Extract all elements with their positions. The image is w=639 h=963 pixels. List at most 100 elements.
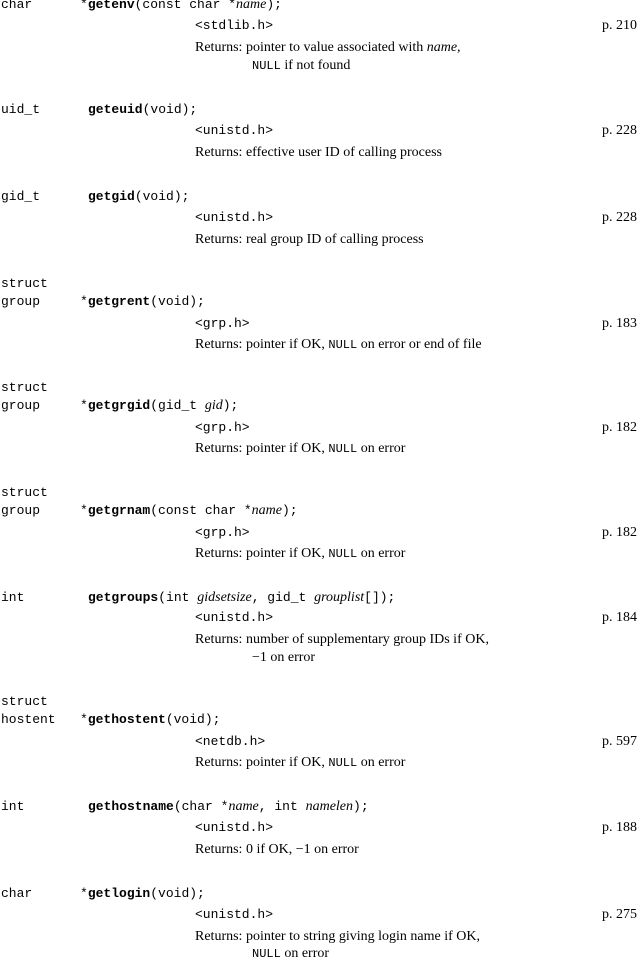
params-text: (const char * [134, 0, 237, 12]
return-text: Returns: pointer if OK, [195, 755, 329, 770]
return-type: uid_t [1, 102, 41, 117]
header-file: <unistd.h> [195, 123, 274, 138]
pointer-star: * [80, 503, 88, 518]
param-name: name [228, 799, 259, 814]
return-description: Returns: pointer to string giving login … [195, 929, 481, 944]
return-type: struct [1, 276, 48, 291]
page-reference: p. 210 [602, 18, 637, 33]
params-text: (const char * [150, 503, 252, 518]
prototype: getgroups(int gidsetsize, gid_t grouplis… [88, 589, 395, 607]
param-name: gidsetsize [197, 590, 252, 605]
params-text: ); [222, 398, 239, 413]
return-text: on error [357, 755, 406, 770]
pointer-star: * [80, 886, 88, 901]
return-type: group [1, 503, 41, 518]
prototype: *getgrent(void); [80, 293, 205, 311]
function-name: getgid [88, 189, 135, 204]
return-type: char [1, 0, 33, 12]
params-text: , int [258, 799, 306, 814]
return-description: Returns: pointer to value associated wit… [195, 39, 461, 57]
param-name: gid [204, 398, 223, 413]
param-name: name [236, 0, 267, 12]
params-text: (void); [142, 102, 198, 117]
return-text: Returns: pointer if OK, [195, 546, 329, 561]
function-name: getgroups [88, 590, 159, 605]
prototype: *getenv(const char *name); [80, 0, 282, 14]
page-reference: p. 228 [602, 210, 637, 225]
return-description: Returns: effective user ID of calling pr… [195, 145, 442, 160]
params-text: (char * [173, 799, 229, 814]
header-file: <unistd.h> [195, 907, 274, 922]
header-file: <grp.h> [195, 316, 250, 331]
return-type: char [1, 886, 33, 901]
return-text: on error or end of file [357, 337, 482, 352]
params-text: []); [364, 590, 396, 605]
return-type: struct [1, 694, 48, 709]
function-name: getlogin [87, 886, 151, 901]
page-reference: p. 228 [602, 123, 637, 138]
return-description: Returns: pointer if OK, NULL on error [195, 440, 405, 458]
params-text: (gid_t [150, 398, 205, 413]
header-file: <unistd.h> [195, 210, 274, 225]
prototype: *getlogin(void); [80, 885, 205, 903]
return-description: Returns: pointer if OK, NULL on error [195, 754, 405, 772]
prototype: *getgrgid(gid_t gid); [80, 397, 238, 415]
null-constant: NULL [328, 756, 358, 770]
return-text: Returns: pointer if OK, [195, 337, 329, 352]
null-constant: NULL [252, 59, 281, 73]
return-text: Returns: pointer to value associated wit… [195, 40, 427, 55]
header-file: <stdlib.h> [195, 18, 274, 33]
page-reference: p. 182 [602, 525, 637, 540]
return-description: Returns: number of supplementary group I… [195, 632, 489, 647]
param-name: name, [426, 40, 461, 55]
page-reference: p. 597 [602, 734, 637, 749]
return-type: int [1, 590, 25, 605]
return-description: Returns: 0 if OK, −1 on error [195, 842, 359, 857]
return-text: on error [357, 441, 406, 456]
return-type: struct [1, 380, 48, 395]
return-text: on error [357, 546, 406, 561]
prototype: gethostname(char *name, int namelen); [88, 798, 369, 816]
params-text: ); [353, 799, 369, 814]
page-reference: p. 275 [602, 907, 637, 922]
function-name: getenv [87, 0, 135, 12]
pointer-star: * [80, 712, 88, 727]
return-description-cont: −1 on error [252, 650, 316, 665]
page-reference: p. 183 [602, 316, 637, 331]
return-description-cont: NULL if not found [252, 57, 350, 75]
null-constant: NULL [252, 947, 281, 961]
return-type: int [1, 799, 25, 814]
function-name: getgrnam [87, 503, 151, 518]
return-text: on error [280, 946, 330, 961]
return-description: Returns: real group ID of calling proces… [195, 232, 424, 247]
header-file: <unistd.h> [195, 820, 274, 835]
prototype: *getgrnam(const char *name); [80, 502, 298, 520]
params-text: (void); [165, 712, 221, 727]
return-description-cont: NULL on error [252, 945, 329, 963]
param-name: grouplist [314, 590, 365, 605]
return-type: group [1, 398, 41, 413]
page-reference: p. 184 [602, 610, 637, 625]
prototype: *gethostent(void); [80, 711, 220, 729]
page-reference: p. 188 [602, 820, 637, 835]
return-type: struct [1, 485, 48, 500]
return-type: hostent [1, 712, 56, 727]
pointer-star: * [80, 398, 88, 413]
null-constant: NULL [328, 547, 358, 561]
header-file: <grp.h> [195, 420, 250, 435]
header-file: <grp.h> [195, 525, 250, 540]
function-name: getgrent [87, 294, 151, 309]
params-text: , gid_t [251, 590, 315, 605]
prototype: getgid(void); [88, 188, 189, 206]
null-constant: NULL [328, 338, 358, 352]
function-name: gethostent [87, 712, 166, 727]
header-file: <netdb.h> [195, 734, 266, 749]
params-text: (void); [134, 189, 190, 204]
prototype: geteuid(void); [88, 101, 197, 119]
param-name: namelen [305, 799, 354, 814]
params-text: (void); [150, 294, 205, 309]
params-text: ); [281, 503, 298, 518]
function-name: geteuid [88, 102, 143, 117]
return-type: group [1, 294, 41, 309]
